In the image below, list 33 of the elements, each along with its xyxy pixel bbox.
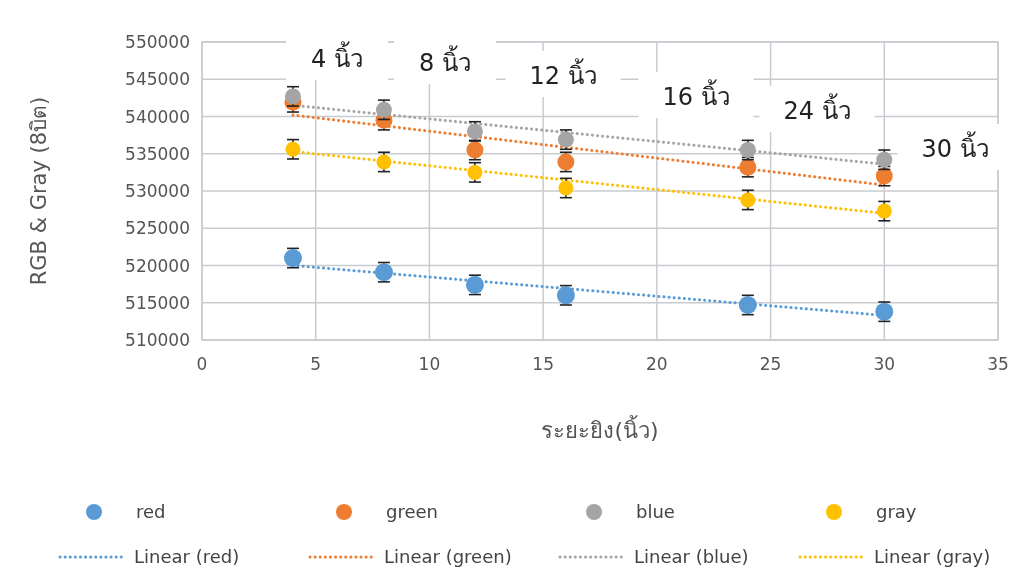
annotation: 30 นิ้ว [921, 131, 989, 163]
x-tick-label: 35 [987, 354, 1009, 374]
legend-label: Linear (gray) [874, 546, 991, 567]
annotation: 8 นิ้ว [419, 45, 471, 77]
x-tick-label: 30 [873, 354, 896, 374]
x-axis-title: ระยะยิง(นิ้ว) [541, 415, 659, 443]
y-tick-label: 520000 [125, 255, 190, 276]
y-axis-title: RGB & Gray (8บิต) [27, 96, 51, 286]
y-tick-label: 550000 [125, 32, 190, 52]
annotation: 12 นิ้ว [529, 58, 597, 90]
y-tick-label: 540000 [125, 106, 190, 127]
legend-label: Linear (green) [384, 546, 512, 567]
y-tick-label: 525000 [125, 218, 190, 239]
legend-label: blue [636, 501, 675, 522]
annotation: 16 นิ้ว [662, 79, 730, 111]
y-tick-label: 535000 [125, 143, 190, 164]
x-tick-label: 25 [759, 354, 782, 374]
x-tick-label: 0 [196, 354, 208, 374]
x-tick-label: 10 [418, 354, 441, 374]
annotation: 4 นิ้ว [311, 41, 363, 73]
y-tick-label: 545000 [125, 69, 190, 90]
legend-label: red [136, 501, 166, 522]
x-tick-label: 20 [646, 354, 668, 374]
legend-label: Linear (red) [134, 546, 240, 567]
y-tick-label: 510000 [125, 330, 190, 350]
annotation: 24 นิ้ว [783, 93, 851, 125]
legend-label: green [386, 501, 438, 522]
x-tick-label: 15 [532, 354, 554, 374]
x-tick-label: 5 [310, 354, 322, 374]
y-tick-label: 515000 [125, 292, 190, 313]
legend-label: Linear (blue) [634, 546, 749, 567]
legend-label: gray [876, 501, 917, 522]
y-tick-label: 530000 [125, 181, 190, 201]
